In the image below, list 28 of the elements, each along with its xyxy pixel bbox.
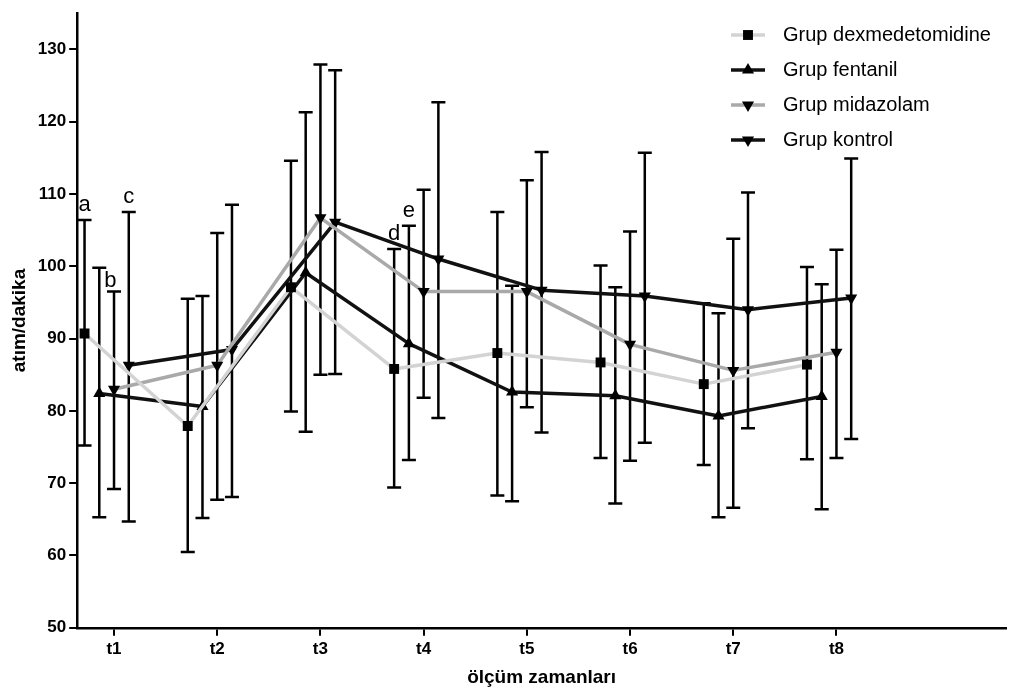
- annotation: d: [388, 219, 401, 245]
- x-axis-title: ölçüm zamanları: [467, 665, 617, 687]
- x-tick-label: t3: [312, 638, 328, 658]
- y-tick-label: 100: [37, 255, 67, 275]
- annotation: a: [78, 191, 92, 217]
- y-tick-label: 80: [47, 400, 67, 420]
- legend-label: Grup midazolam: [783, 92, 930, 115]
- y-tick-label: 60: [47, 545, 67, 565]
- annotation: e: [402, 196, 416, 222]
- annotation: c: [123, 183, 135, 209]
- legend-label: Grup fentanil: [783, 57, 898, 80]
- x-tick-label: t1: [106, 638, 122, 658]
- y-tick-label: 110: [38, 183, 67, 203]
- legend-label: Grup kontrol: [783, 127, 894, 150]
- x-tick-label: t2: [209, 638, 225, 658]
- annotation: b: [104, 266, 117, 292]
- x-tick-label: t7: [725, 638, 741, 658]
- y-axis-title: atım/dakika: [7, 268, 29, 373]
- x-tick-label: t4: [416, 638, 432, 658]
- y-tick-label: 130: [37, 39, 67, 59]
- y-tick-label: 70: [47, 472, 67, 492]
- legend-label: Grup dexmedetomidine: [783, 22, 991, 45]
- y-tick-label: 50: [47, 617, 67, 637]
- y-tick-label: 90: [47, 328, 67, 348]
- x-tick-label: t6: [622, 638, 638, 658]
- x-tick-label: t8: [828, 638, 845, 658]
- y-tick-label: 120: [37, 111, 67, 131]
- x-tick-label: t5: [519, 638, 535, 658]
